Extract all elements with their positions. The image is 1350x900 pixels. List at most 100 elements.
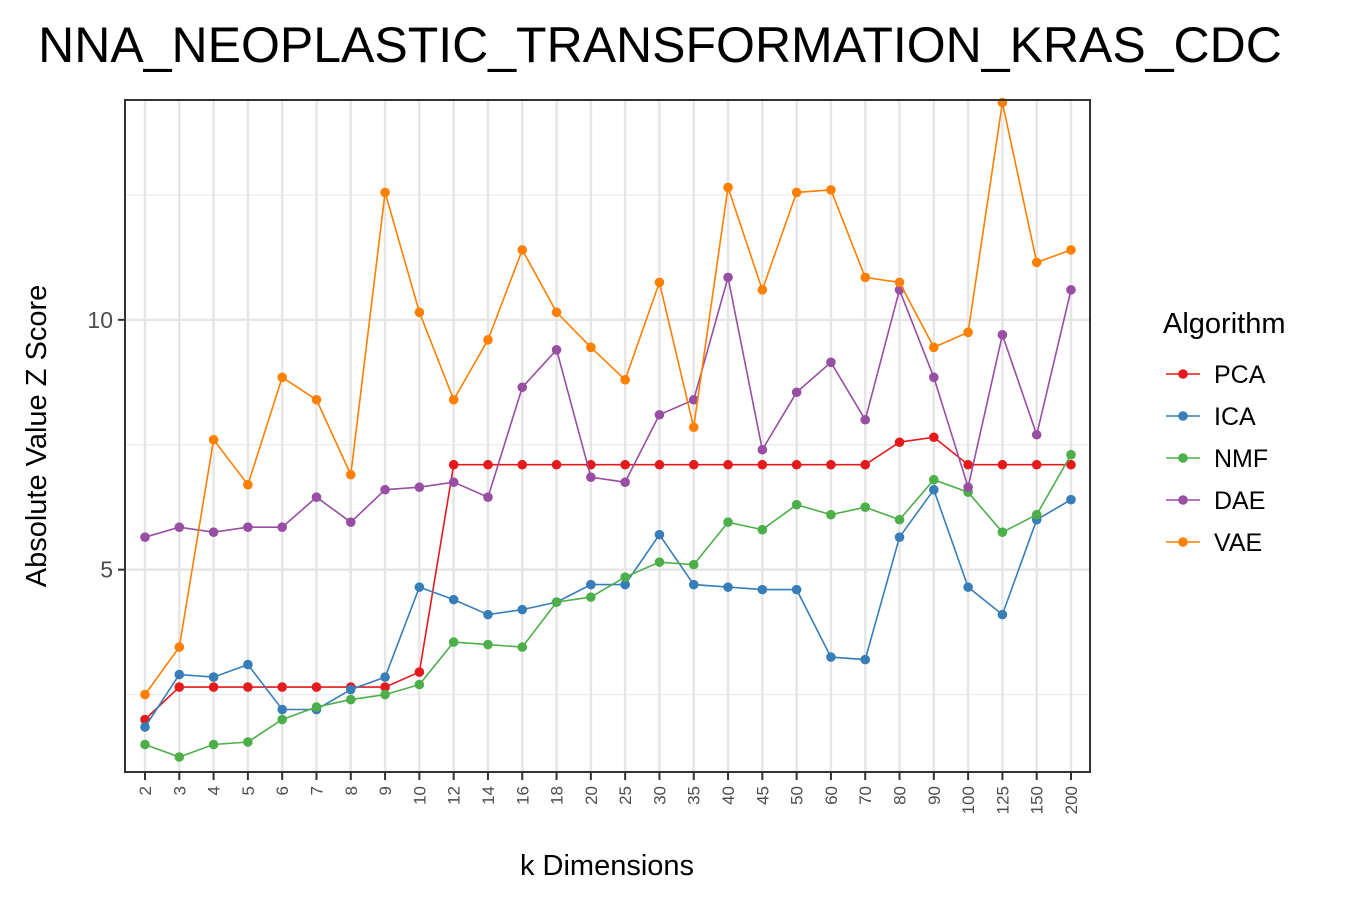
data-point-ica [963, 582, 973, 592]
data-point-dae [723, 272, 733, 283]
data-point-nmf [414, 679, 425, 690]
data-point-ica [586, 579, 596, 590]
data-point-nmf [654, 557, 665, 567]
legend-item-ica: ICA [1166, 403, 1256, 431]
data-point-ica [826, 652, 836, 662]
data-point-pca [174, 682, 185, 692]
legend: Algorithm PCA ICA NMF DAE VAE [1163, 308, 1286, 557]
data-point-dae [586, 472, 596, 483]
data-point-dae [414, 482, 425, 493]
data-point-pca [448, 459, 459, 470]
data-point-nmf [997, 527, 1008, 537]
data-point-nmf [1031, 509, 1042, 520]
data-point-nmf [243, 737, 253, 747]
data-point-ica [757, 584, 768, 595]
x-tick-label: 125 [993, 786, 1012, 814]
data-point-dae [277, 522, 287, 532]
legend-key-point [1178, 369, 1188, 379]
data-point-pca [791, 459, 802, 470]
x-tick-label: 25 [616, 786, 635, 805]
data-point-nmf [791, 499, 802, 510]
data-point-vae [894, 277, 905, 288]
series-dae [140, 272, 1076, 542]
data-point-pca [1031, 459, 1042, 470]
legend-key-point [1178, 411, 1188, 421]
x-tick-label: 100 [959, 786, 978, 814]
legend-label: PCA [1214, 361, 1266, 389]
legend-label: ICA [1214, 403, 1256, 431]
plot-area [125, 100, 1090, 772]
x-tick-label: 2 [136, 786, 155, 795]
x-tick-label: 4 [205, 786, 224, 795]
y-axis-title: Absolute Value Z Score [21, 285, 53, 588]
data-point-ica [345, 684, 356, 695]
data-point-vae [688, 422, 699, 433]
data-point-pca [757, 459, 768, 470]
data-point-nmf [723, 517, 733, 527]
data-point-vae [757, 285, 768, 295]
data-point-vae [586, 342, 596, 353]
y-tick-label: 5 [100, 557, 113, 583]
x-tick-label: 7 [307, 786, 326, 795]
legend-label: DAE [1214, 487, 1265, 515]
data-point-nmf [311, 702, 322, 712]
data-point-dae [551, 345, 562, 355]
data-point-vae [243, 479, 253, 490]
x-tick-label: 50 [788, 786, 807, 805]
x-tick-label: 45 [753, 786, 772, 805]
data-point-nmf [929, 474, 939, 485]
data-point-vae [723, 182, 733, 193]
data-point-dae [688, 394, 699, 405]
data-point-pca [551, 459, 562, 470]
series-line-ica [144, 487, 1072, 728]
data-point-nmf [551, 597, 562, 607]
data-point-pca [997, 459, 1008, 470]
data-point-dae [311, 492, 322, 503]
data-point-dae [997, 330, 1008, 340]
data-point-pca [380, 682, 390, 692]
data-point-nmf [826, 509, 836, 520]
x-tick-label: 16 [513, 786, 532, 805]
data-point-vae [620, 374, 630, 385]
data-point-nmf [208, 739, 219, 750]
data-point-nmf [860, 502, 871, 512]
data-point-ica [860, 654, 871, 665]
data-point-vae [208, 434, 219, 445]
legend-item-dae: DAE [1166, 487, 1265, 515]
data-point-pca [723, 459, 733, 470]
data-point-pca [963, 459, 973, 470]
legend-item-vae: VAE [1166, 529, 1262, 557]
data-point-dae [654, 409, 665, 420]
data-point-ica [414, 582, 425, 592]
series-vae [140, 97, 1076, 700]
data-point-ica [654, 529, 665, 540]
x-tick-label: 18 [548, 786, 567, 805]
x-tick-label: 3 [170, 786, 189, 795]
data-point-pca [860, 459, 871, 470]
legend-key-point [1178, 495, 1188, 505]
data-point-vae [483, 335, 493, 345]
data-point-dae [380, 484, 390, 495]
data-point-nmf [1066, 449, 1076, 460]
data-point-vae [517, 245, 528, 255]
legend-title: Algorithm [1163, 308, 1286, 340]
legend-key-point [1178, 453, 1188, 463]
legend-items: PCA ICA NMF DAE VAE [1166, 361, 1268, 557]
data-point-dae [1031, 429, 1042, 440]
plot-border [124, 99, 1091, 773]
data-point-pca [688, 459, 699, 470]
data-point-vae [791, 187, 802, 198]
data-point-vae [448, 394, 459, 405]
data-point-nmf [688, 559, 699, 570]
data-point-pca [243, 682, 253, 692]
data-point-vae [414, 307, 425, 318]
data-point-vae [963, 327, 973, 338]
x-tick-label: 80 [891, 786, 910, 805]
x-tick-label: 10 [410, 786, 429, 805]
data-point-pca [311, 682, 322, 692]
legend-key-point [1178, 537, 1188, 547]
data-point-ica [894, 532, 905, 542]
series-layer [140, 97, 1076, 762]
data-point-pca [517, 459, 528, 470]
x-tick-label: 6 [273, 786, 292, 795]
